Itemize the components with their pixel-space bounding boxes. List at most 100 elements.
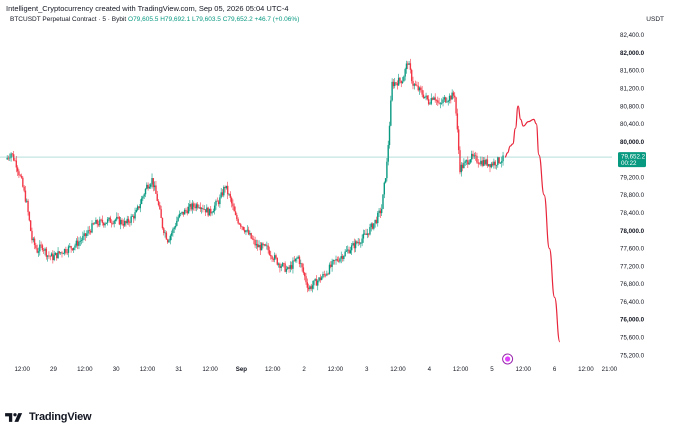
candle-body bbox=[370, 223, 372, 228]
x-tick-label: 30 bbox=[113, 366, 120, 373]
price-tag: 79,652.2 00:22 bbox=[618, 152, 646, 167]
ohlc-change: +46.7 (+0.06%) bbox=[254, 16, 300, 23]
candle-body bbox=[361, 238, 363, 244]
candle-body bbox=[251, 238, 254, 240]
candle-body bbox=[150, 184, 152, 187]
candle-body bbox=[253, 239, 255, 240]
candle-body bbox=[230, 197, 233, 204]
candle-body bbox=[176, 220, 178, 226]
candle-body bbox=[92, 223, 95, 225]
candle-body bbox=[349, 250, 352, 254]
candle-body bbox=[97, 224, 100, 226]
brand-footer: TradingView bbox=[5, 411, 92, 423]
event-marker[interactable] bbox=[502, 353, 514, 365]
candles-layer bbox=[6, 58, 504, 293]
candle-body bbox=[157, 200, 160, 206]
candle-body bbox=[131, 216, 134, 217]
candle-body bbox=[224, 187, 226, 189]
candle-body bbox=[335, 259, 337, 261]
candle-body bbox=[454, 95, 456, 98]
candle-body bbox=[306, 282, 309, 288]
candle-body bbox=[163, 228, 165, 234]
candle-body bbox=[71, 248, 74, 251]
candle-body bbox=[319, 277, 322, 281]
time-axis: 12:00 29 12:00 30 12:00 31 12:00 Sep 12:00 2 12:00… bbox=[14, 366, 617, 373]
candle-body bbox=[356, 241, 358, 244]
candle-body bbox=[344, 251, 346, 256]
candle-body bbox=[40, 244, 42, 246]
candle-body bbox=[240, 224, 242, 227]
candle-body bbox=[211, 212, 213, 214]
candle-body bbox=[87, 230, 89, 234]
candle-body bbox=[360, 243, 362, 244]
candle-body bbox=[443, 97, 446, 100]
candle-body bbox=[58, 251, 61, 254]
candle-body bbox=[43, 249, 45, 251]
y-tick-label: 77,600.0 bbox=[620, 246, 645, 253]
candle-body bbox=[302, 267, 305, 273]
price-chart[interactable]: 82,400.0 82,000.0 81,600.0 81,200.0 80,800.0… bbox=[0, 26, 680, 396]
candle-body bbox=[380, 208, 383, 214]
candle-body bbox=[204, 209, 207, 213]
candle-body bbox=[386, 161, 388, 179]
candle-body bbox=[502, 155, 504, 162]
candle-body bbox=[366, 233, 369, 235]
candle-body bbox=[270, 254, 272, 257]
candle-body bbox=[180, 213, 182, 214]
candle-body bbox=[79, 240, 81, 242]
candle-body bbox=[276, 257, 278, 265]
candle-body bbox=[88, 230, 91, 232]
candle-body bbox=[73, 247, 75, 251]
symbol-name[interactable]: BTCUSDT Perpetual Contract · 5 · Bybit bbox=[10, 16, 127, 23]
candle-body bbox=[193, 203, 195, 207]
candle-body bbox=[404, 69, 406, 77]
candle-body bbox=[296, 258, 298, 259]
candle-body bbox=[293, 260, 295, 262]
candle-body bbox=[241, 226, 243, 228]
candle-body bbox=[108, 217, 110, 220]
candle-body bbox=[229, 194, 232, 198]
candle-body bbox=[7, 157, 10, 159]
candle-body bbox=[262, 243, 264, 246]
candle-body bbox=[322, 274, 324, 278]
candle-body bbox=[424, 96, 426, 98]
candle-body bbox=[140, 198, 143, 205]
candle-body bbox=[208, 208, 211, 216]
candle-body bbox=[478, 163, 481, 165]
candle-body bbox=[258, 245, 260, 248]
candle-body bbox=[101, 219, 104, 223]
y-tick-label: 76,000.0 bbox=[620, 317, 645, 324]
candle-body bbox=[86, 233, 88, 237]
candle-body bbox=[489, 164, 491, 168]
candle-body bbox=[207, 207, 209, 216]
candle-body bbox=[442, 99, 444, 103]
candle-body bbox=[487, 164, 490, 166]
y-tick-label: 78,400.0 bbox=[620, 210, 645, 217]
candle-body bbox=[213, 205, 216, 212]
candle-body bbox=[54, 252, 57, 256]
candle-body bbox=[104, 223, 106, 226]
candle-body bbox=[408, 63, 410, 65]
candle-body bbox=[26, 200, 28, 202]
candle-body bbox=[328, 264, 331, 274]
candle-body bbox=[166, 239, 169, 243]
candle-body bbox=[395, 82, 397, 84]
currency-label[interactable]: USDT bbox=[646, 16, 664, 23]
candle-body bbox=[221, 192, 224, 196]
candle-body bbox=[345, 250, 348, 252]
candle-body bbox=[279, 263, 281, 268]
candle-body bbox=[452, 92, 455, 96]
candle-body bbox=[89, 231, 92, 233]
candle-body bbox=[59, 252, 62, 254]
candle-body bbox=[281, 263, 284, 267]
candle-body bbox=[318, 277, 320, 281]
candle-body bbox=[450, 95, 452, 100]
candle-body bbox=[74, 245, 76, 248]
candle-body bbox=[67, 246, 70, 253]
x-tick-label: 4 bbox=[428, 366, 432, 373]
candle-body bbox=[168, 240, 170, 243]
candle-body bbox=[169, 235, 171, 241]
candle-body bbox=[57, 251, 59, 259]
candle-body bbox=[327, 273, 329, 275]
projection-path bbox=[504, 105, 561, 343]
